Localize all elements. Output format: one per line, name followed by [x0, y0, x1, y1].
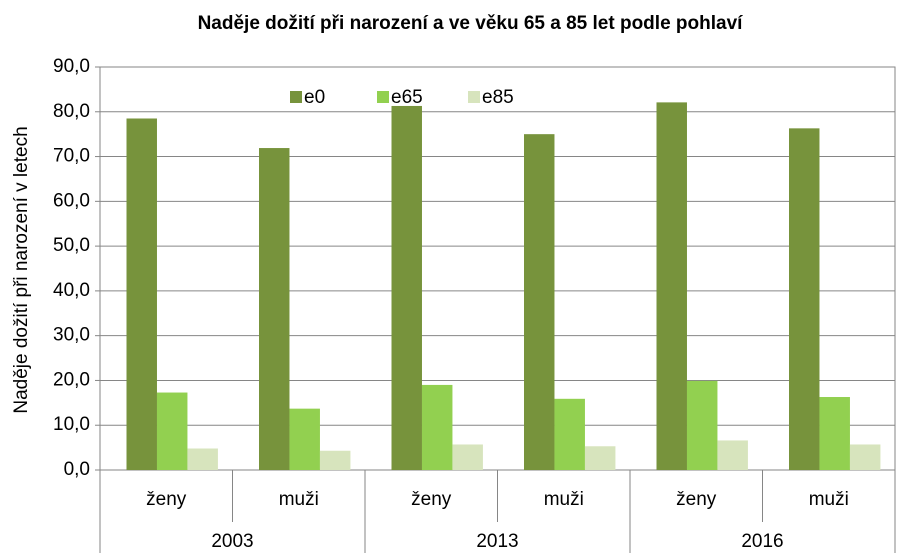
x-tick-label: ženy — [676, 489, 717, 510]
x-tick-label: muži — [279, 489, 319, 510]
y-tick-label: 80,0 — [53, 101, 90, 122]
y-tick-label: 50,0 — [53, 235, 90, 256]
group-label: 2016 — [741, 531, 783, 552]
bar — [452, 444, 483, 470]
bar — [819, 397, 850, 470]
bar — [126, 118, 157, 470]
legend-swatch — [377, 91, 389, 103]
y-tick-label: 10,0 — [53, 414, 90, 435]
y-axis-label: Naděje dožití při narození v letech — [11, 126, 32, 413]
legend-label: e65 — [391, 87, 423, 108]
y-tick-label: 90,0 — [53, 56, 90, 77]
bar — [717, 440, 748, 470]
x-tick-label: muži — [544, 489, 584, 510]
bar — [686, 380, 718, 470]
bar — [391, 105, 422, 470]
bar — [849, 444, 881, 470]
legend-swatch — [468, 91, 480, 103]
x-tick-label: ženy — [146, 489, 187, 510]
group-label: 2003 — [211, 531, 253, 552]
group-label: 2013 — [476, 531, 518, 552]
bar — [319, 450, 351, 470]
bar — [187, 448, 218, 470]
bar — [259, 148, 290, 470]
y-tick-label: 70,0 — [53, 146, 90, 167]
y-tick-label: 20,0 — [53, 369, 90, 390]
bar — [421, 384, 453, 470]
y-tick-label: 40,0 — [53, 280, 90, 301]
bar — [789, 128, 820, 470]
bar — [524, 134, 555, 470]
x-tick-label: ženy — [411, 489, 452, 510]
y-tick-label: 60,0 — [53, 190, 90, 211]
bar — [289, 408, 320, 470]
bar — [656, 102, 687, 470]
x-tick-label: muži — [809, 489, 849, 510]
chart-title: Naděje dožití při narození a ve věku 65 … — [198, 13, 744, 34]
bar — [584, 446, 616, 470]
legend-label: e85 — [482, 87, 514, 108]
y-tick-label: 0,0 — [64, 459, 90, 480]
legend-label: e0 — [304, 87, 325, 108]
bar — [554, 398, 585, 470]
plot-border — [99, 66, 896, 471]
y-tick-label: 30,0 — [53, 325, 90, 346]
legend-swatch — [290, 91, 302, 103]
bar — [156, 392, 188, 470]
